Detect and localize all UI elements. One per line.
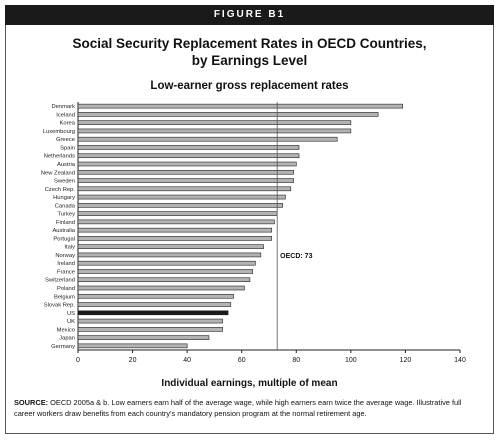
x-tick-label: 0 xyxy=(76,357,80,364)
bar-switzerland xyxy=(77,277,251,283)
bar-sweden xyxy=(77,178,294,183)
x-tick-label: 100 xyxy=(345,357,357,364)
category-label: Greece xyxy=(56,137,75,143)
category-label: Italy xyxy=(64,245,75,251)
bar-netherlands xyxy=(77,153,300,159)
bar-austria xyxy=(77,161,297,167)
chart-title: Social Security Replacement Rates in OEC… xyxy=(5,35,494,69)
bar-norway xyxy=(77,252,262,258)
x-tick-label: 140 xyxy=(454,357,466,364)
category-label: Poland xyxy=(57,286,75,292)
source-label: SOURCE: xyxy=(14,398,49,407)
bar-slovak-rep- xyxy=(77,302,232,307)
category-label: Portugal xyxy=(53,236,75,242)
category-label: France xyxy=(57,269,75,275)
bar-iceland xyxy=(77,112,379,117)
bar-italy xyxy=(77,244,264,249)
figure-label: FIGURE B1 xyxy=(5,5,494,25)
bar-canada xyxy=(77,203,283,208)
bar-germany xyxy=(77,343,188,349)
category-label: Luxembourg xyxy=(43,129,75,135)
chart-title-line2: by Earnings Level xyxy=(191,53,308,68)
source-text: OECD 2005a & b. Low earners earn half of… xyxy=(14,398,462,418)
category-label: Switzerland xyxy=(45,278,75,284)
category-label: Czech Rep. xyxy=(45,187,76,193)
category-label: Netherlands xyxy=(44,154,75,160)
bar-finland xyxy=(77,219,275,225)
x-axis-label: Individual earnings, multiple of mean xyxy=(161,378,338,389)
category-label: Germany xyxy=(51,344,75,350)
bar-mexico xyxy=(77,327,223,332)
category-label: UK xyxy=(67,319,75,325)
bar-luxembourg xyxy=(77,128,352,134)
bar-denmark xyxy=(77,103,404,109)
category-label: Hungary xyxy=(53,195,75,201)
bar-ireland xyxy=(77,260,256,266)
bar-japan xyxy=(77,335,210,340)
category-label: Norway xyxy=(55,253,75,259)
category-label: Slovak Rep. xyxy=(44,303,76,309)
bar-new-zealand xyxy=(77,169,294,175)
category-label: Australia xyxy=(52,228,75,234)
chart-subtitle: Low-earner gross replacement rates xyxy=(150,80,349,92)
category-label: Canada xyxy=(55,203,76,209)
category-label: Belgium xyxy=(54,294,75,300)
bar-us xyxy=(77,310,229,316)
category-label: Mexico xyxy=(57,327,75,333)
bar-czech-rep- xyxy=(77,186,292,192)
x-tick-label: 80 xyxy=(292,357,300,364)
category-label: Korea xyxy=(60,121,76,127)
bar-uk xyxy=(77,318,223,324)
category-label: Finland xyxy=(56,220,75,226)
bar-australia xyxy=(77,227,273,233)
category-label: Spain xyxy=(60,145,75,151)
x-tick-label: 60 xyxy=(238,357,246,364)
category-label: US xyxy=(67,311,75,317)
category-label: Turkey xyxy=(57,212,75,218)
category-label: Sweden xyxy=(54,179,75,185)
bar-spain xyxy=(77,145,300,150)
x-tick-label: 120 xyxy=(400,357,412,364)
category-label: New Zealand xyxy=(41,170,75,176)
x-tick-label: 20 xyxy=(129,357,137,364)
bar-poland xyxy=(77,285,245,291)
bar-hungary xyxy=(77,194,286,200)
category-label: Austria xyxy=(57,162,76,168)
oecd-average-label: OECD: 73 xyxy=(280,253,312,260)
category-label: Denmark xyxy=(51,104,75,110)
bar-turkey xyxy=(77,211,278,216)
bar-portugal xyxy=(77,236,273,241)
bar-korea xyxy=(77,120,352,125)
source-note: SOURCE: OECD 2005a & b. Low earners earn… xyxy=(14,398,484,419)
category-label: Ireland xyxy=(57,261,75,267)
bar-france xyxy=(77,269,253,274)
bar-belgium xyxy=(77,293,234,299)
x-tick-label: 40 xyxy=(183,357,191,364)
category-label: Iceland xyxy=(56,112,75,118)
chart-title-line1: Social Security Replacement Rates in OEC… xyxy=(72,36,427,51)
bar-greece xyxy=(77,136,338,142)
category-label: Japan xyxy=(59,336,75,342)
